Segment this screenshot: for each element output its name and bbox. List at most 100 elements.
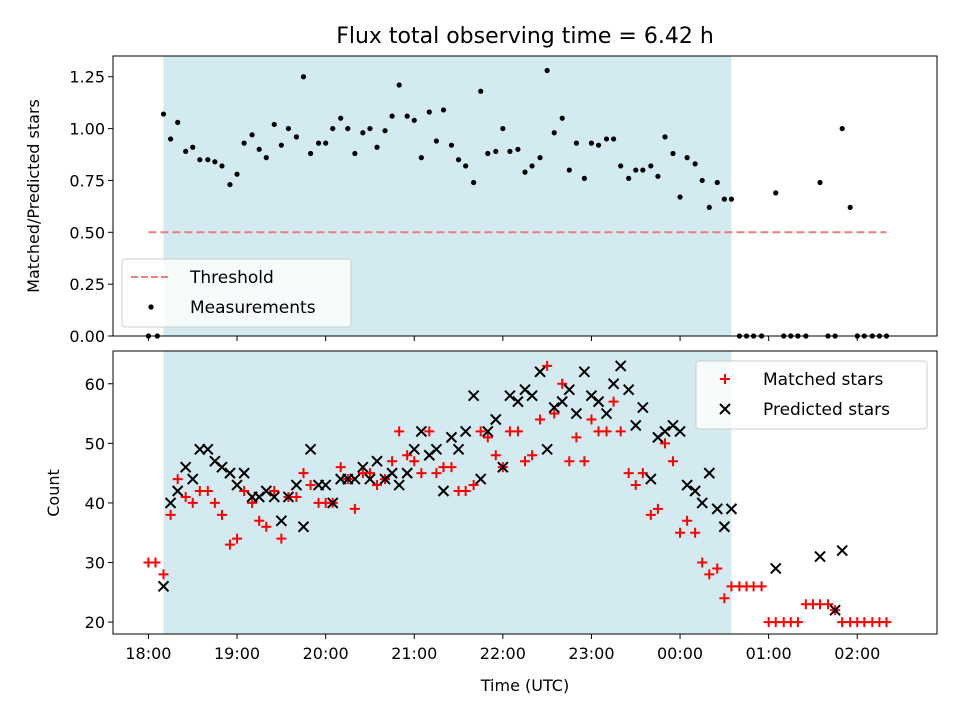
- measurement-point: [529, 163, 535, 169]
- predicted-stars-point: [224, 467, 236, 479]
- measurement-point: [544, 67, 550, 74]
- matched-stars-point: [557, 378, 568, 389]
- measurement-point: [626, 175, 632, 181]
- matched-stars-point: [224, 539, 235, 550]
- legend-measurements-swatch: [148, 304, 154, 310]
- y-tick-label: 50: [85, 434, 105, 453]
- matched-stars-point: [165, 509, 176, 520]
- matched-stars-point: [615, 426, 626, 437]
- x-tick-label: 22:00: [480, 644, 526, 663]
- measurement-point: [263, 155, 269, 161]
- measurement-point: [471, 179, 477, 186]
- measurement-point: [227, 181, 233, 188]
- matched-stars-point: [690, 527, 701, 538]
- matched-stars-point: [512, 426, 523, 437]
- predicted-stars-point: [674, 425, 686, 438]
- matched-stars-point: [520, 456, 530, 467]
- measurement-point: [655, 173, 661, 179]
- predicted-stars-point: [202, 443, 214, 456]
- matched-stars-point: [579, 456, 590, 467]
- predicted-stars-point: [622, 384, 635, 396]
- matched-stars-point: [704, 569, 715, 580]
- predicted-stars-point: [467, 389, 480, 402]
- measurement-point: [566, 167, 572, 173]
- predicted-stars-point: [512, 395, 524, 408]
- predicted-stars-point: [504, 389, 516, 402]
- predicted-stars-point: [703, 467, 715, 479]
- matched-stars-point: [261, 521, 272, 532]
- predicted-stars-point: [282, 491, 295, 503]
- measurement-point: [847, 204, 853, 211]
- predicted-stars-point: [459, 425, 472, 438]
- measurement-point: [323, 140, 329, 146]
- predicted-stars-point: [268, 491, 280, 503]
- matched-stars-point: [571, 432, 582, 443]
- matched-stars-point: [158, 569, 169, 580]
- measurement-point: [389, 113, 395, 119]
- legend-measurements-label: Measurements: [190, 298, 316, 318]
- measurement-point: [455, 157, 462, 163]
- matched-stars-point: [542, 360, 553, 371]
- measurement-point: [706, 204, 712, 211]
- matched-stars-point: [564, 456, 575, 467]
- measurement-point: [307, 150, 314, 157]
- predicted-stars-point: [357, 461, 369, 473]
- measurement-point: [197, 157, 203, 163]
- predicted-stars-point: [216, 461, 228, 473]
- measurement-point: [367, 125, 373, 132]
- matched-stars-point: [608, 396, 619, 407]
- measurement-point: [677, 194, 683, 200]
- predicted-stars-point: [725, 503, 738, 515]
- predicted-stars-point: [452, 443, 465, 456]
- matched-stars-point: [232, 533, 243, 544]
- matched-stars-point: [659, 438, 670, 449]
- y-tick-label: 60: [85, 375, 105, 394]
- matched-stars-point: [298, 468, 309, 479]
- predicted-stars-point: [526, 389, 538, 402]
- matched-stars-point: [364, 468, 375, 479]
- matched-stars-point: [645, 509, 656, 520]
- measurement-point: [212, 159, 218, 165]
- matched-stars-point: [394, 426, 405, 437]
- predicted-stars-point: [260, 485, 272, 497]
- x-tick-label: 02:00: [834, 644, 880, 663]
- measurement-point: [330, 125, 336, 132]
- measurement-point: [692, 161, 698, 167]
- measurement-point: [285, 125, 292, 132]
- predicted-stars-point: [238, 467, 250, 479]
- y-tick-label: 30: [85, 554, 105, 573]
- y-tick-label: 1.25: [69, 68, 105, 87]
- predicted-stars-point: [430, 443, 443, 456]
- measurement-point: [418, 155, 424, 161]
- chart-title: Flux total observing time = 6.42 h: [336, 24, 714, 49]
- measurement-point: [278, 142, 284, 148]
- predicted-stars-point: [437, 485, 450, 497]
- x-tick-label: 19:00: [214, 644, 260, 663]
- matched-stars-point: [150, 557, 161, 568]
- measurement-point: [183, 148, 189, 155]
- matched-stars-point: [209, 497, 220, 508]
- matched-stars-point: [291, 491, 302, 502]
- predicted-stars-point: [386, 467, 398, 479]
- matched-stars-point: [409, 456, 420, 467]
- measurement-point: [500, 125, 506, 132]
- measurement-point: [493, 148, 499, 155]
- matched-stars-point: [468, 480, 479, 491]
- measurement-point: [175, 119, 181, 125]
- predicted-stars-point: [275, 515, 288, 527]
- bottom-legend-box: [695, 360, 928, 430]
- matched-stars-point: [675, 527, 686, 538]
- predicted-stars-point: [659, 425, 671, 438]
- matched-stars-point: [187, 497, 198, 508]
- predicted-stars-point: [297, 521, 310, 533]
- measurement-point: [478, 88, 484, 94]
- predicted-stars-point: [696, 497, 708, 509]
- matched-stars-point: [682, 515, 693, 526]
- matched-stars-point: [601, 426, 612, 437]
- count-points: [143, 360, 892, 628]
- matched-stars-point: [247, 497, 258, 508]
- measurement-point: [440, 107, 447, 113]
- measurement-point: [360, 130, 366, 136]
- predicted-stars-point: [637, 401, 649, 414]
- y-tick-label: 40: [85, 494, 105, 513]
